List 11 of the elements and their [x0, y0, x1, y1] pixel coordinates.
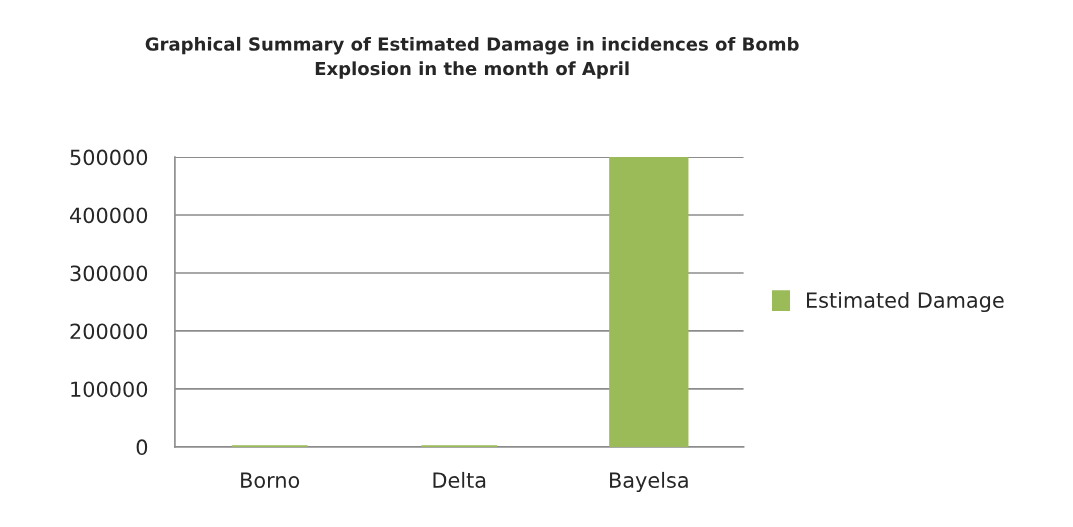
y-tick-label: 0 [136, 439, 148, 456]
x-tick-label: Borno [241, 472, 300, 489]
x-tick-label: Delta [433, 471, 486, 489]
y-tick-label: 200000 [70, 323, 148, 340]
y-tick-label: 500000 [70, 149, 148, 166]
y-tick-label: 300000 [70, 265, 148, 282]
y-tick-label: 400000 [70, 207, 148, 224]
legend-label: Estimated Damage [807, 291, 1004, 313]
y-tick-label: 100000 [71, 381, 148, 398]
chart-title: Graphical Summary of Estimated Damage in incidences of Bomb Explosion in the month of April [145, 36, 799, 79]
x-tick-label: Bayelsa [610, 471, 688, 493]
